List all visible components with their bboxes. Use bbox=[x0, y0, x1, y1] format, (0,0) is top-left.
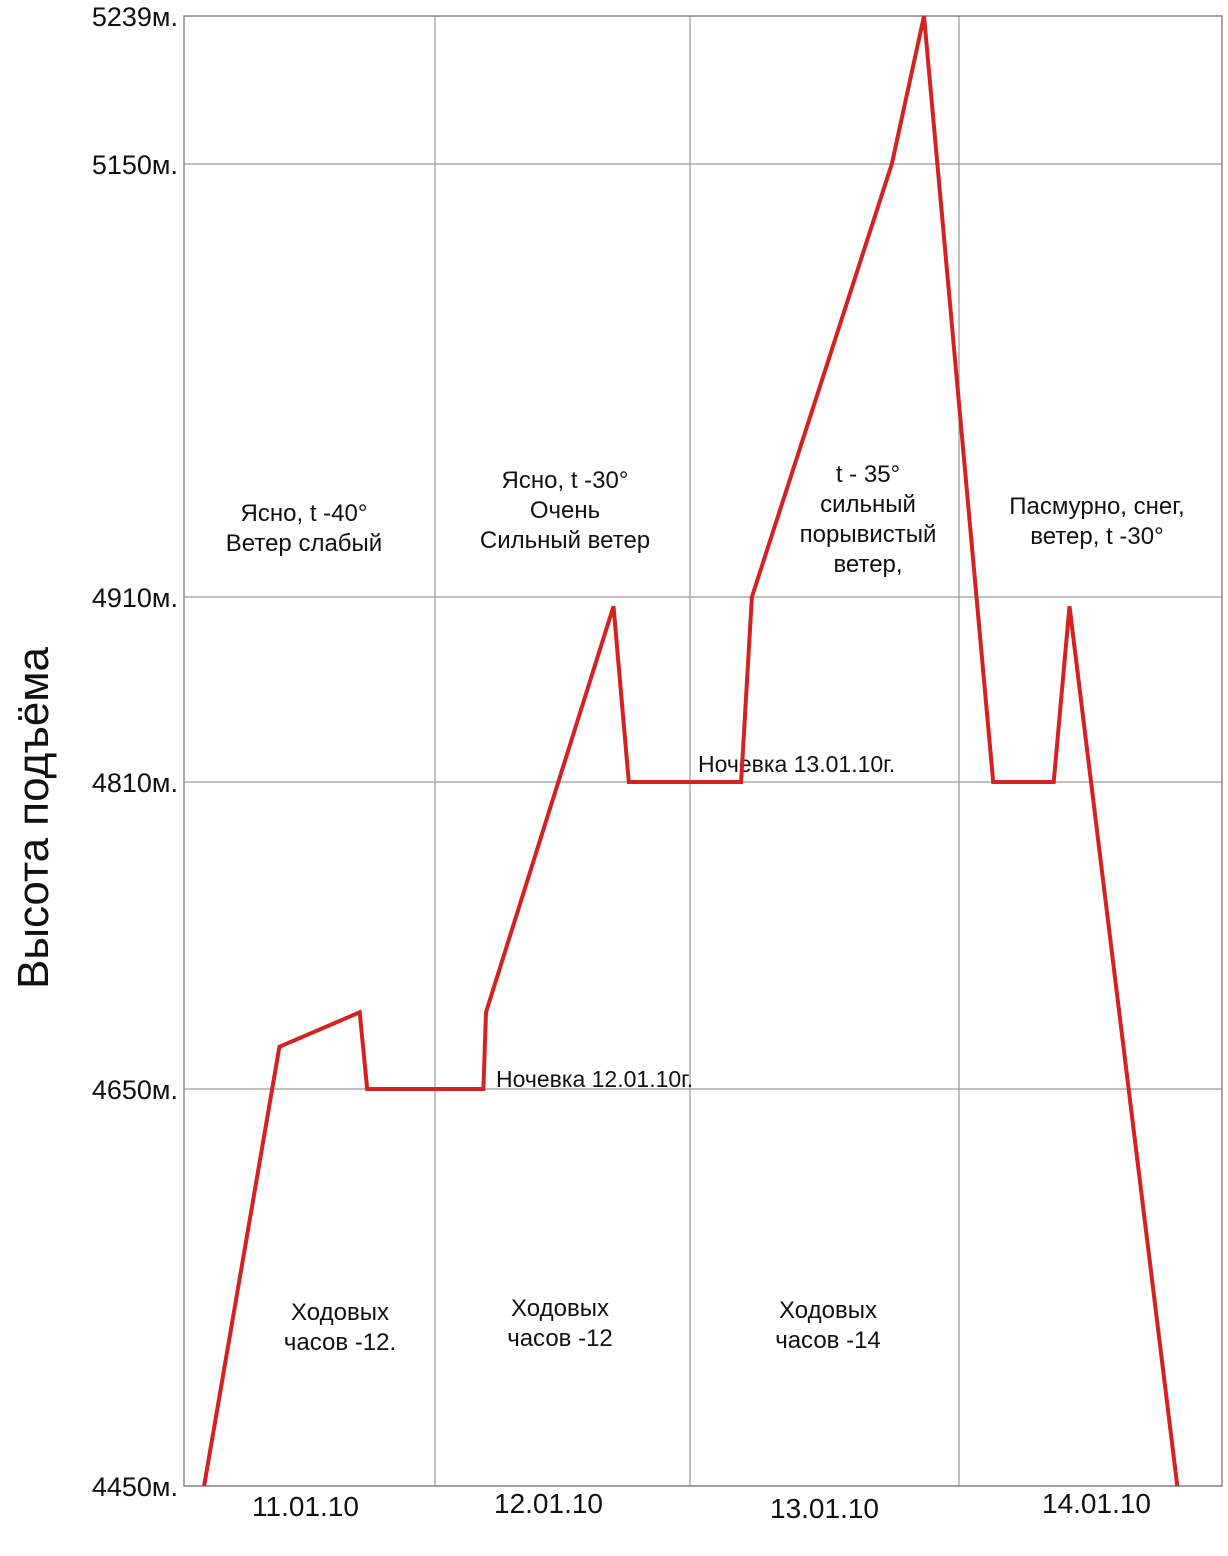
y-tick-label: 4450м. bbox=[92, 1472, 178, 1502]
overnight-annotation: Ночевка 12.01.10г. bbox=[496, 1066, 693, 1092]
hours-annotation: Ходовых часов -12 bbox=[507, 1295, 613, 1352]
y-axis-label: Высота подъёма bbox=[9, 646, 58, 989]
y-tick-label: 4650м. bbox=[92, 1075, 178, 1105]
x-tick-label: 12.01.10 bbox=[494, 1488, 603, 1519]
weather-annotation: t - 35° сильный порывистый ветер, bbox=[800, 461, 937, 578]
hours-annotation: Ходовых часов -14 bbox=[775, 1297, 881, 1354]
y-tick-label: 5150м. bbox=[92, 150, 178, 180]
y-tick-label: 5239м. bbox=[92, 2, 178, 32]
hours-annotation: Ходовых часов -12. bbox=[284, 1299, 396, 1356]
weather-annotation: Ясно, t -40° Ветер слабый bbox=[226, 500, 382, 557]
y-tick-label: 4910м. bbox=[92, 583, 178, 613]
y-tick-label: 4810м. bbox=[92, 768, 178, 798]
x-tick-labels: 11.01.10 12.01.10 13.01.10 14.01.10 bbox=[252, 1488, 1151, 1524]
altitude-series-line bbox=[202, 15, 1180, 1487]
weather-annotation: Пасмурно, снег, ветер, t -30° bbox=[1009, 493, 1184, 550]
annotations: Ясно, t -40° Ветер слабый Ясно, t -30° Очен… bbox=[226, 461, 1185, 1356]
series-layer bbox=[202, 15, 1180, 1487]
x-tick-label: 11.01.10 bbox=[252, 1491, 359, 1522]
weather-annotation: Ясно, t -30° Очень Сильный ветер bbox=[480, 467, 650, 554]
overnight-annotation: Ночевка 13.01.10г. bbox=[698, 751, 895, 777]
plot-frame bbox=[183, 15, 1223, 1487]
y-tick-labels: 4450м. 4650м. 4810м. 4910м. 5150м. 5239м. bbox=[92, 2, 178, 1502]
x-tick-label: 14.01.10 bbox=[1042, 1488, 1151, 1519]
x-tick-label: 13.01.10 bbox=[770, 1493, 879, 1524]
